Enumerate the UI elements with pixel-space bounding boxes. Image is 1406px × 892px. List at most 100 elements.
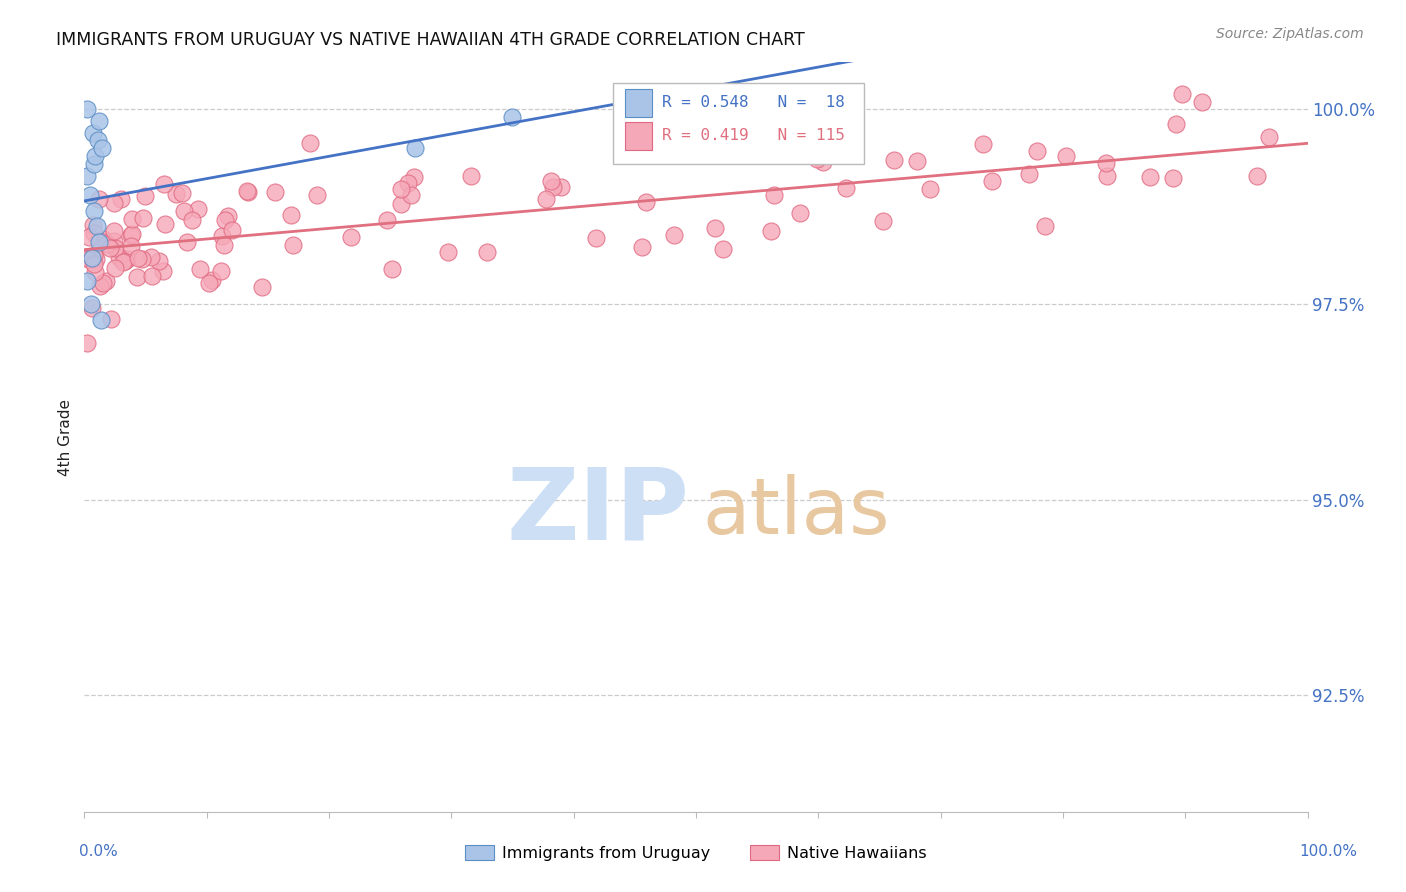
Point [1164,117,1187,131]
Point [87,133,110,147]
Point [89,234,111,248]
Point [631,240,654,254]
Text: 100.0%: 100.0% [1299,845,1358,859]
Point [396,176,419,190]
Point [165,187,187,202]
Point [180,212,202,227]
Point [187,202,209,216]
Point [1054,149,1077,163]
Point [806,153,828,167]
Point [103,195,125,210]
Point [173,204,195,219]
Point [550,180,572,194]
Legend: Immigrants from Uruguay, Native Hawaiians: Immigrants from Uruguay, Native Hawaiian… [458,839,934,867]
Point [402,169,425,184]
Point [77,230,100,244]
Point [221,223,243,237]
Point [981,174,1004,188]
Point [110,192,132,206]
Point [212,237,235,252]
Point [132,211,155,226]
Point [91,141,114,155]
Point [759,224,782,238]
Point [83,248,105,262]
Point [211,229,233,244]
Point [905,154,928,169]
Point [198,276,221,290]
Point [86,219,108,234]
Y-axis label: 4th Grade: 4th Grade [58,399,73,475]
Text: ZIP: ZIP [508,464,690,560]
Point [120,239,142,253]
Point [96,237,118,252]
Point [536,193,558,207]
Text: R = 0.419   N = 115: R = 0.419 N = 115 [662,128,845,144]
Point [79,188,101,202]
Point [91,276,114,290]
Point [1097,169,1119,184]
Point [460,169,482,183]
Point [811,155,834,169]
Point [152,264,174,278]
Point [1246,169,1268,183]
Point [305,188,328,202]
Point [636,194,658,209]
Point [114,253,136,268]
Point [1161,171,1184,186]
Point [176,235,198,249]
Point [217,209,239,223]
Point [112,255,135,269]
Point [214,213,236,227]
Point [84,265,107,279]
Point [131,252,153,266]
Point [121,227,143,241]
Point [280,209,302,223]
Point [148,254,170,268]
Point [83,226,105,240]
Point [76,252,98,266]
Point [1018,167,1040,181]
Point [83,257,105,271]
Point [76,169,98,183]
Point [1191,95,1213,110]
Point [83,157,105,171]
Point [1033,219,1056,233]
Point [82,301,104,315]
Point [90,313,112,327]
Point [170,186,193,201]
Point [93,232,115,246]
Point [437,245,460,260]
Point [153,217,176,231]
Point [389,196,412,211]
Point [1026,144,1049,158]
Point [664,228,686,243]
Point [201,273,224,287]
Point [264,186,287,200]
Point [141,268,163,283]
Point [125,269,148,284]
Text: atlas: atlas [702,474,890,550]
Point [250,279,273,293]
Point [141,251,163,265]
Point [76,335,98,350]
Text: R = 0.548   N =  18: R = 0.548 N = 18 [662,95,845,111]
Point [121,212,143,227]
FancyBboxPatch shape [613,83,863,163]
Point [108,250,131,264]
Point [82,251,104,265]
Point [82,252,104,267]
Point [188,262,211,277]
Point [1170,87,1192,101]
Point [83,149,105,163]
FancyBboxPatch shape [626,121,652,150]
Point [100,311,122,326]
Point [120,228,142,243]
Point [103,260,125,275]
Point [89,192,111,206]
Point [115,252,138,267]
Point [789,206,811,220]
Point [541,179,564,194]
Point [389,182,412,196]
Point [209,264,232,278]
Point [704,220,727,235]
